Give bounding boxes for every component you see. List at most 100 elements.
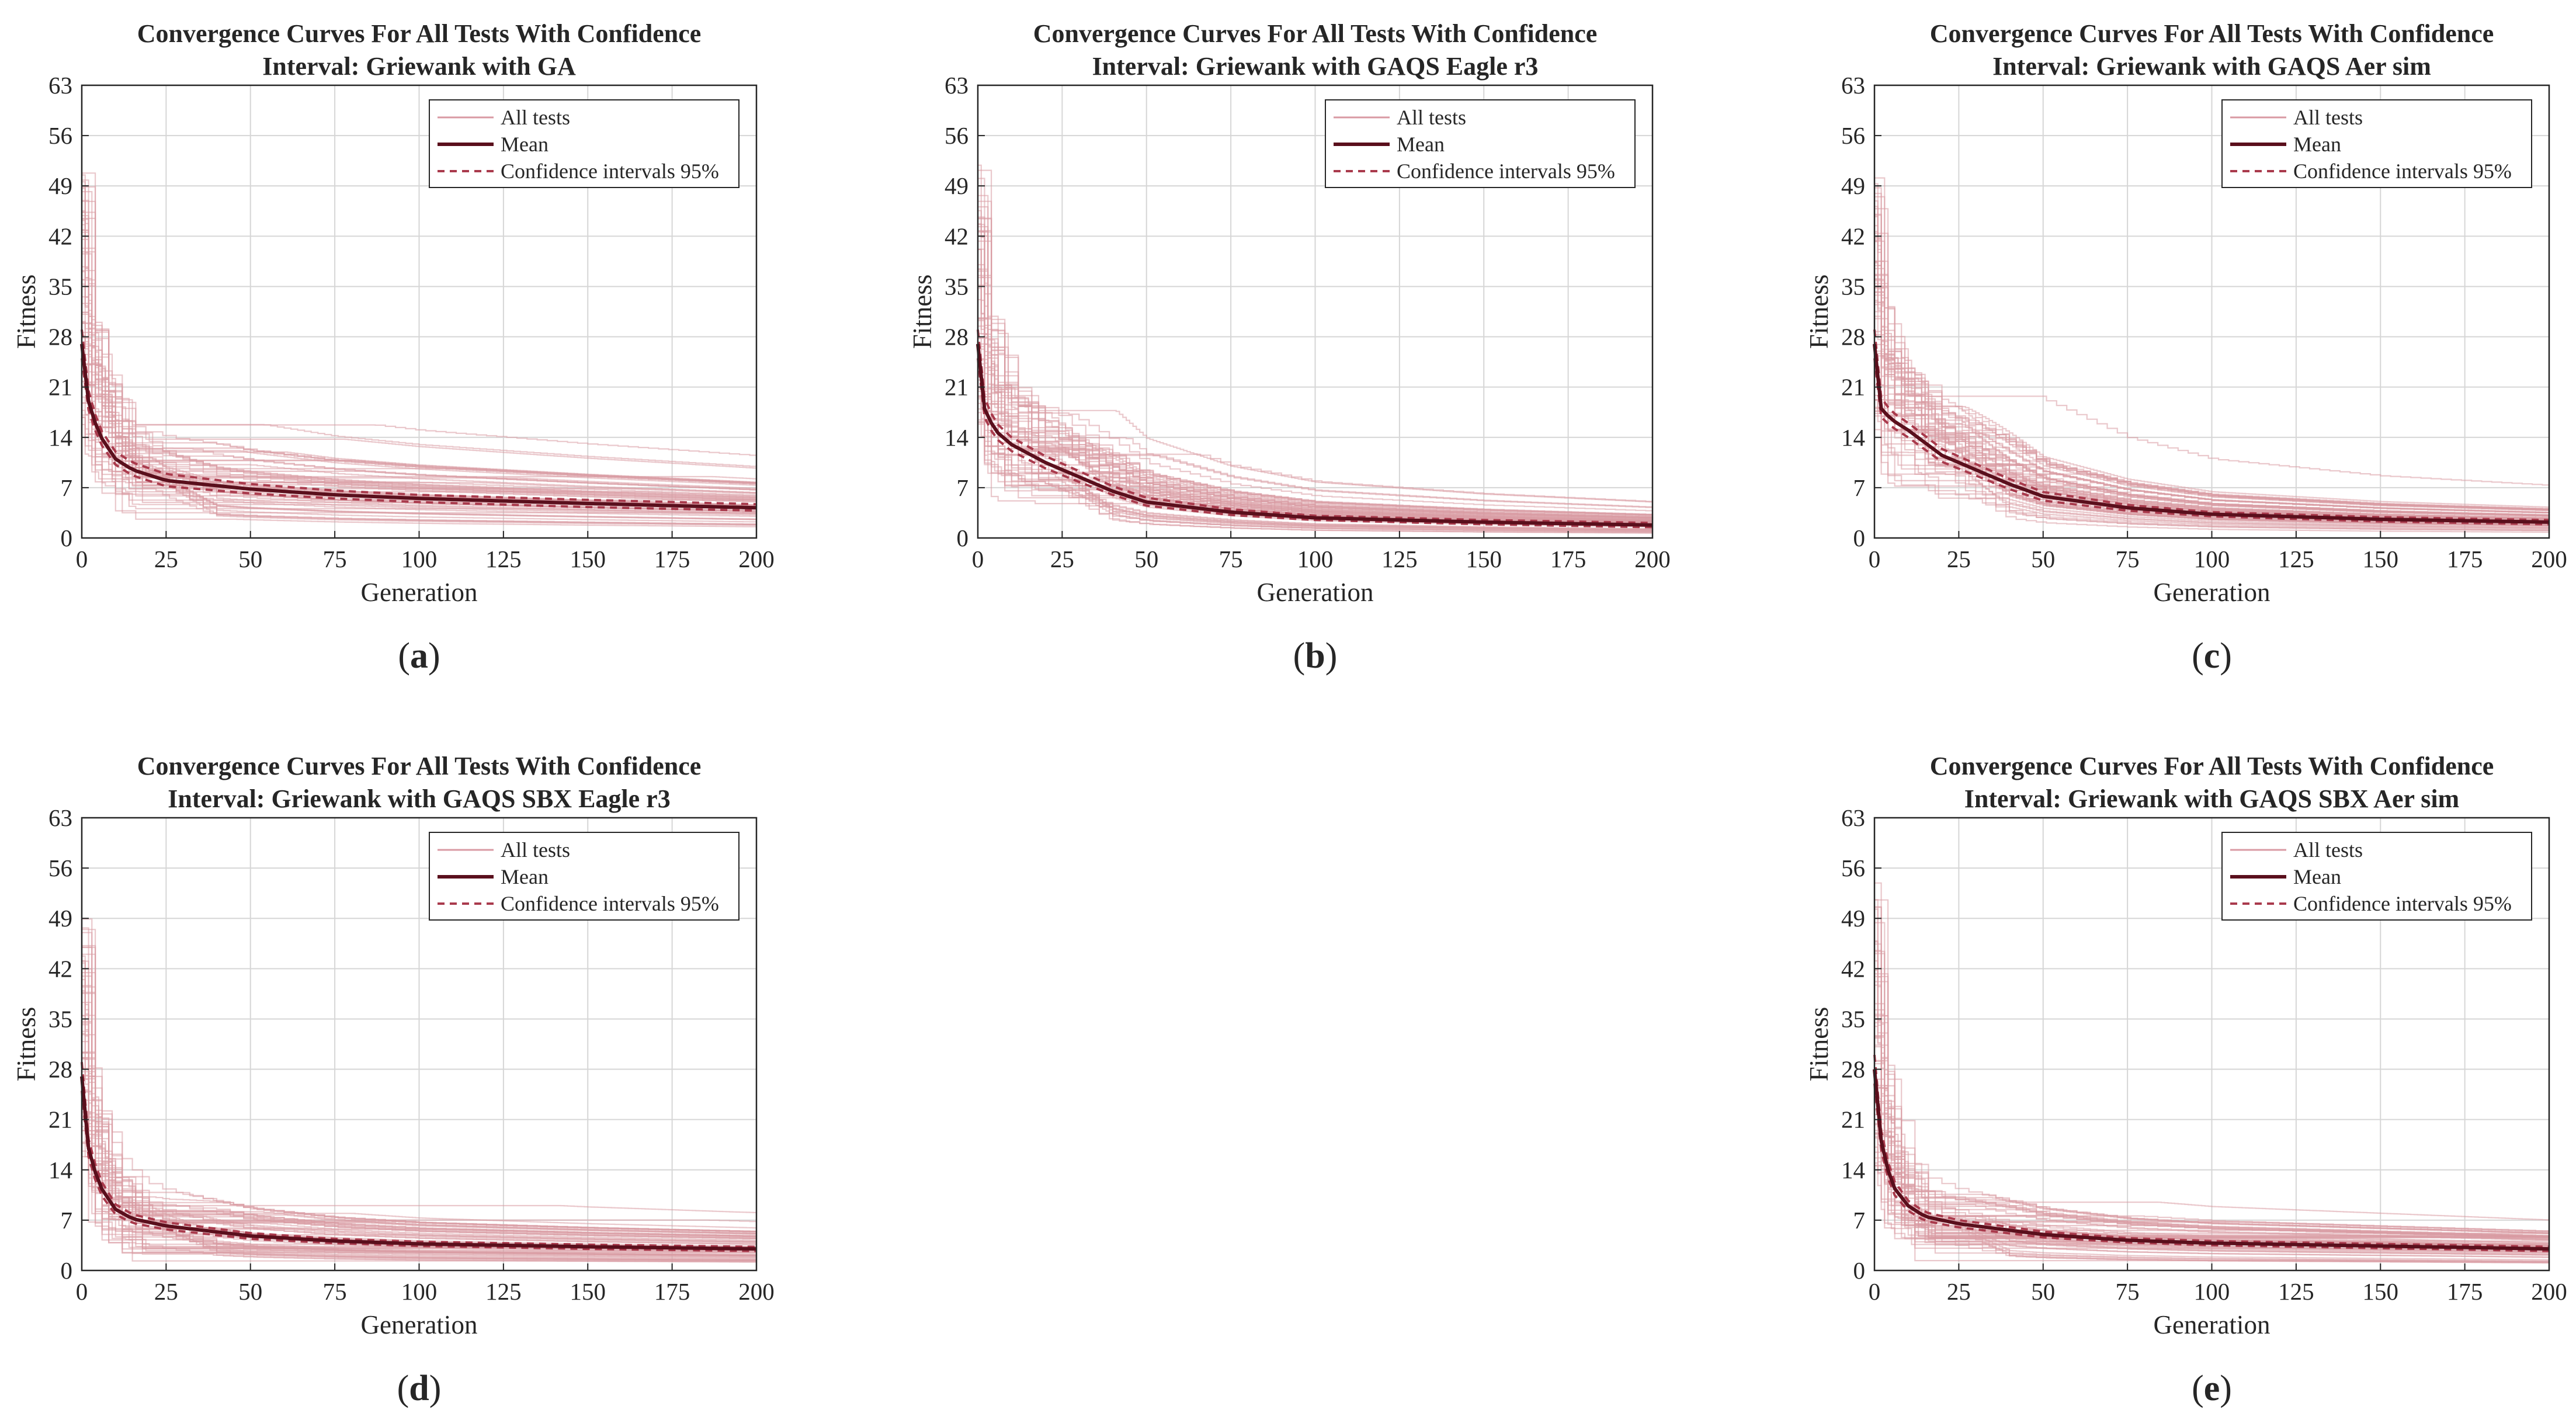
test-run-line <box>1874 231 2550 512</box>
y-tick-label: 28 <box>945 324 968 350</box>
y-tick-label: 63 <box>1841 72 1865 99</box>
x-tick-label: 25 <box>1947 1278 1971 1305</box>
x-tick-label: 150 <box>1466 546 1502 572</box>
x-tick-label: 0 <box>1869 1278 1881 1305</box>
chart-title-line-2: Interval: Griewank with GAQS SBX Aer sim <box>1964 784 2459 813</box>
chart-panel-d: 0 25 50 75 100 125 150 175 200 0 7 14 21 28 35 42 49 56 63… <box>12 752 775 1408</box>
y-tick-label: 7 <box>1853 474 1866 501</box>
y-tick-label: 0 <box>61 525 73 551</box>
legend-label: Mean <box>2293 133 2341 156</box>
x-tick-label: 75 <box>2116 546 2140 572</box>
x-tick-label: 0 <box>76 1278 88 1305</box>
y-tick-label: 14 <box>1841 1157 1865 1183</box>
test-run-line <box>1874 1113 2550 1246</box>
caption-letter: a <box>410 636 428 676</box>
y-tick-label: 28 <box>48 324 72 350</box>
chart-title-line-1: Convergence Curves For All Tests With Co… <box>1033 19 1598 48</box>
test-run-line <box>978 390 1652 520</box>
test-run-line <box>1874 262 2550 508</box>
y-tick-label: 49 <box>1841 905 1865 932</box>
x-axis-label: Generation <box>361 1310 478 1339</box>
caption-open-paren: ( <box>397 1369 409 1408</box>
y-tick-label: 14 <box>945 424 968 451</box>
x-axis-label: Generation <box>2154 1310 2271 1339</box>
test-run-line <box>82 1078 758 1262</box>
caption-open-paren: ( <box>2192 636 2204 676</box>
test-run-line <box>1874 1100 2549 1237</box>
test-run-line <box>82 311 758 494</box>
ci-upper-line <box>1873 1054 2550 1248</box>
x-tick-label: 50 <box>2031 546 2055 572</box>
test-run-line <box>1874 291 2549 532</box>
legend: All tests Mean Confidence intervals 95% <box>429 99 740 188</box>
x-axis-label: Generation <box>361 578 478 607</box>
y-tick-label: 35 <box>1841 1005 1865 1032</box>
y-tick-label: 56 <box>48 122 72 149</box>
test-run-line <box>82 230 758 498</box>
test-run-line <box>82 224 758 520</box>
x-tick-label: 175 <box>2447 1278 2483 1305</box>
test-run-line <box>978 374 1654 518</box>
legend-label: Mean <box>501 865 548 888</box>
chart-title-line-1: Convergence Curves For All Tests With Co… <box>137 19 702 48</box>
x-tick-label: 0 <box>1869 546 1881 572</box>
legend-label: Mean <box>2293 865 2341 888</box>
test-run-line <box>1874 193 2550 529</box>
chart-title-line-2: Interval: Griewank with GA <box>262 52 576 81</box>
mean-line <box>80 1076 757 1251</box>
test-run-line <box>978 240 1654 532</box>
test-run-line <box>82 1030 758 1235</box>
test-run-line <box>1874 225 2550 527</box>
x-tick-label: 125 <box>2278 546 2314 572</box>
test-run-line <box>82 396 758 515</box>
x-tick-label: 150 <box>2363 546 2399 572</box>
test-run-line <box>1874 950 2549 1238</box>
caption-letter: e <box>2204 1369 2220 1408</box>
test-run-line <box>1874 1123 2549 1258</box>
legend-label: Confidence intervals 95% <box>501 892 719 915</box>
legend-label: Confidence intervals 95% <box>2293 159 2512 183</box>
legend-label: All tests <box>1397 106 1466 129</box>
y-axis-label: Fitness <box>12 1007 41 1082</box>
ci-upper-line <box>977 329 1653 525</box>
x-tick-label: 125 <box>485 1278 522 1305</box>
x-tick-label: 50 <box>2031 1278 2055 1305</box>
x-tick-label: 200 <box>1634 546 1671 572</box>
test-run-line <box>82 279 758 491</box>
y-tick-label: 35 <box>1841 273 1865 300</box>
mean-line <box>1873 343 2550 524</box>
caption-letter: d <box>409 1369 429 1408</box>
x-tick-label: 25 <box>154 1278 178 1305</box>
chart-panel-b: 0 25 50 75 100 125 150 175 200 0 7 14 21 28 35 42 49 56 63… <box>908 19 1671 676</box>
y-tick-label: 42 <box>1841 223 1865 249</box>
caption-close-paren: ) <box>429 1369 442 1408</box>
x-tick-label: 125 <box>485 546 522 572</box>
test-run-line <box>978 336 1652 534</box>
caption-open-paren: ( <box>2192 1369 2204 1408</box>
x-tick-label: 175 <box>1550 546 1586 572</box>
y-tick-label: 49 <box>48 172 72 199</box>
y-tick-label: 21 <box>1841 1106 1865 1133</box>
test-run-line <box>1874 318 2550 513</box>
test-run-line <box>82 1071 758 1258</box>
legend-label: Confidence intervals 95% <box>1397 159 1615 183</box>
test-run-line <box>82 1057 758 1213</box>
test-run-line <box>82 1099 758 1242</box>
test-run-line <box>82 211 758 483</box>
caption-letter: b <box>1305 636 1325 676</box>
legend: All tests Mean Confidence intervals 95% <box>429 832 740 921</box>
subfigure-caption: (d) <box>397 1369 442 1408</box>
caption-close-paren: ) <box>428 636 440 676</box>
chart-panel-e: 0 25 50 75 100 125 150 175 200 0 7 14 21 28 35 42 49 56 63… <box>1804 752 2567 1408</box>
chart-title-line-2: Interval: Griewank with GAQS SBX Eagle r… <box>168 784 670 813</box>
subfigure-caption: (e) <box>2192 1369 2232 1408</box>
caption-close-paren: ) <box>1325 636 1338 676</box>
y-tick-label: 14 <box>48 424 72 451</box>
test-run-line <box>1874 1081 2550 1254</box>
y-tick-label: 42 <box>945 223 968 249</box>
y-tick-label: 21 <box>48 1106 72 1133</box>
legend: All tests Mean Confidence intervals 95% <box>1325 99 1636 188</box>
test-run-line <box>1874 1037 2550 1232</box>
y-tick-label: 56 <box>945 122 968 149</box>
